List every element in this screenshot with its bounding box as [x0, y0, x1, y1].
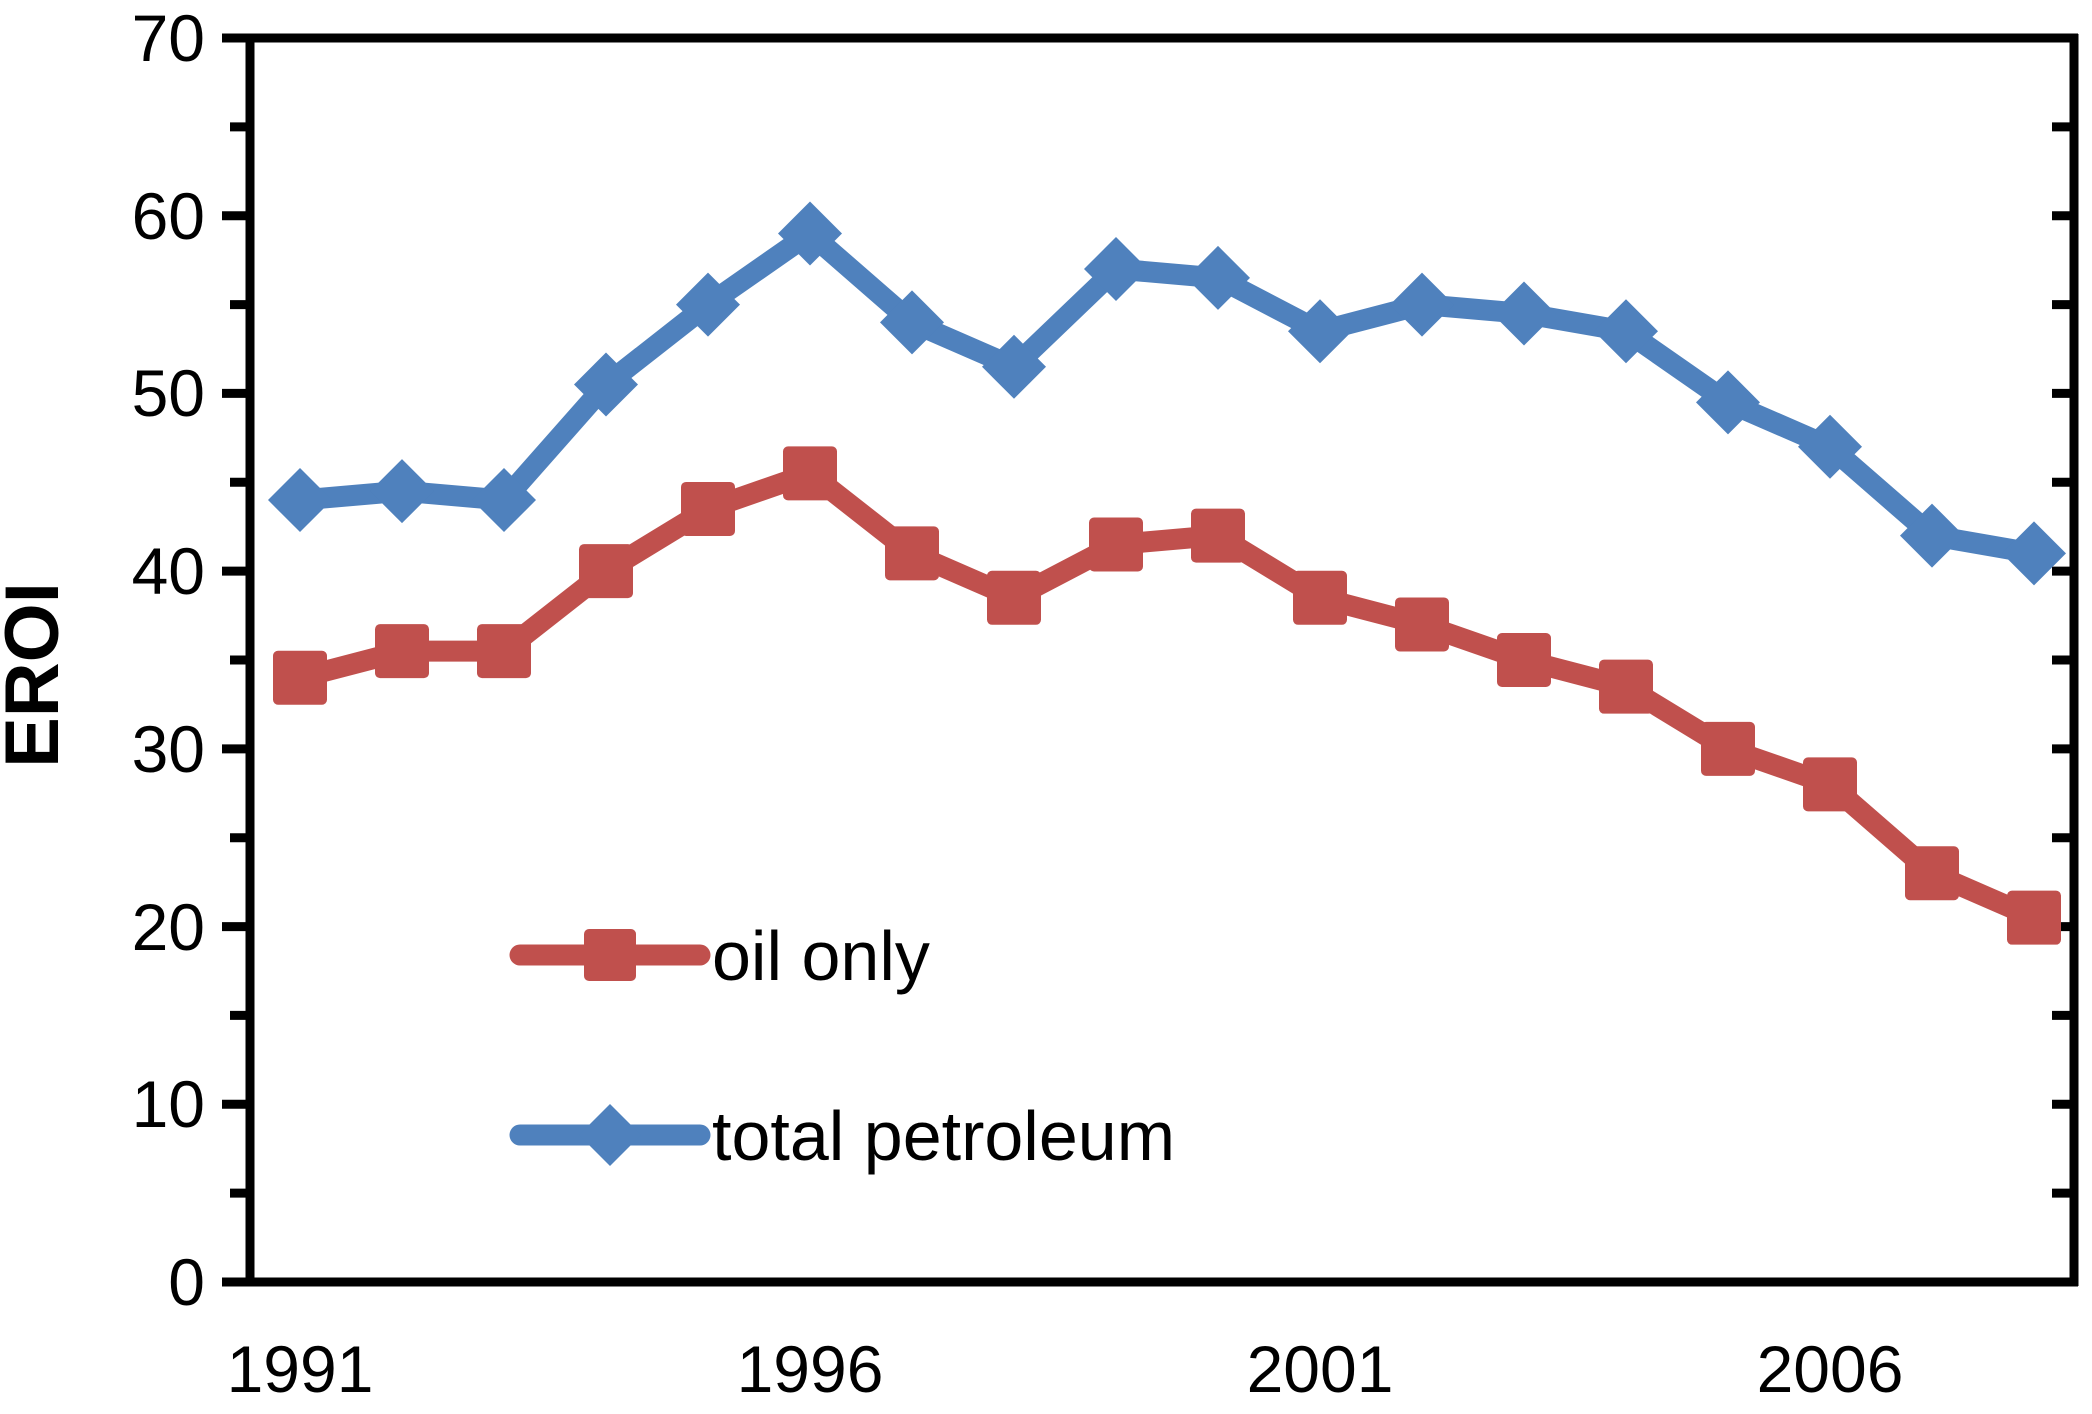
data-point-diamond	[1696, 370, 1760, 435]
data-point-square	[1395, 597, 1449, 652]
ytick-label-70: 70	[132, 1, 205, 75]
data-point-square	[885, 526, 939, 581]
xtick-label-1991: 1991	[227, 1332, 374, 1406]
data-point-diamond	[1288, 299, 1352, 364]
data-point-diamond	[880, 290, 944, 355]
axis-ticks	[222, 33, 2074, 1287]
data-point-square	[1803, 757, 1857, 812]
ytick-label-40: 40	[132, 534, 205, 608]
data-point-square	[1089, 517, 1143, 572]
data-point-diamond	[1798, 414, 1862, 479]
data-point-square	[1497, 633, 1551, 687]
data-point-diamond	[2002, 521, 2066, 586]
data-point-diamond	[1390, 272, 1454, 337]
data-point-diamond	[370, 459, 434, 524]
legend-label-total-petroleum: total petroleum	[712, 1097, 1175, 1175]
ytick-label-0: 0	[168, 1245, 205, 1319]
legend-item-oil-only: oil only	[509, 917, 930, 995]
data-point-diamond	[982, 334, 1046, 399]
data-point-square	[1599, 659, 1653, 714]
ytick-label-30: 30	[132, 712, 205, 786]
series-total-petroleum	[268, 201, 2066, 586]
xtick-label-1996: 1996	[737, 1332, 884, 1406]
data-point-diamond	[778, 201, 842, 266]
data-point-diamond	[1900, 503, 1964, 568]
data-point-diamond	[1594, 299, 1658, 364]
legend-square-marker-icon	[584, 929, 636, 981]
series-line	[289, 222, 2045, 564]
data-point-square	[2007, 890, 2061, 945]
legend-item-total-petroleum: total petroleum	[509, 1097, 1175, 1175]
legend-label-oil-only: oil only	[712, 917, 930, 995]
data-point-square	[1191, 508, 1245, 563]
data-point-square	[783, 446, 837, 501]
ytick-label-10: 10	[132, 1067, 205, 1141]
data-point-square	[273, 650, 327, 705]
data-point-diamond	[1492, 281, 1556, 346]
xtick-label-2006: 2006	[1757, 1332, 1904, 1406]
data-point-square	[1701, 721, 1755, 776]
data-point-square	[681, 481, 735, 536]
data-point-square	[375, 624, 429, 679]
data-point-square	[477, 624, 531, 679]
x-axis-tick-labels: 1991 1996 2001 2006	[227, 1332, 1904, 1406]
series-oil-only	[273, 446, 2061, 945]
ytick-label-20: 20	[132, 890, 205, 964]
legend: oil only total petroleum	[509, 917, 1175, 1175]
legend-diamond-marker-icon	[579, 1104, 641, 1166]
data-point-square	[987, 570, 1041, 625]
series-layer	[268, 201, 2066, 945]
data-point-diamond	[268, 468, 332, 533]
data-point-diamond	[574, 352, 638, 417]
data-point-square	[1293, 570, 1347, 625]
y-axis-title: EROI	[0, 582, 75, 768]
data-point-diamond	[1186, 245, 1250, 310]
y-axis-tick-labels: 0 10 20 30 40 50 60 70	[132, 1, 205, 1319]
data-point-diamond	[676, 272, 740, 337]
ytick-label-50: 50	[132, 356, 205, 430]
series-line	[289, 462, 2045, 929]
ytick-label-60: 60	[132, 179, 205, 253]
data-point-square	[579, 544, 633, 599]
data-point-diamond	[472, 468, 536, 533]
data-point-diamond	[1084, 237, 1148, 302]
data-point-square	[1905, 846, 1959, 901]
xtick-label-2001: 2001	[1247, 1332, 1394, 1406]
